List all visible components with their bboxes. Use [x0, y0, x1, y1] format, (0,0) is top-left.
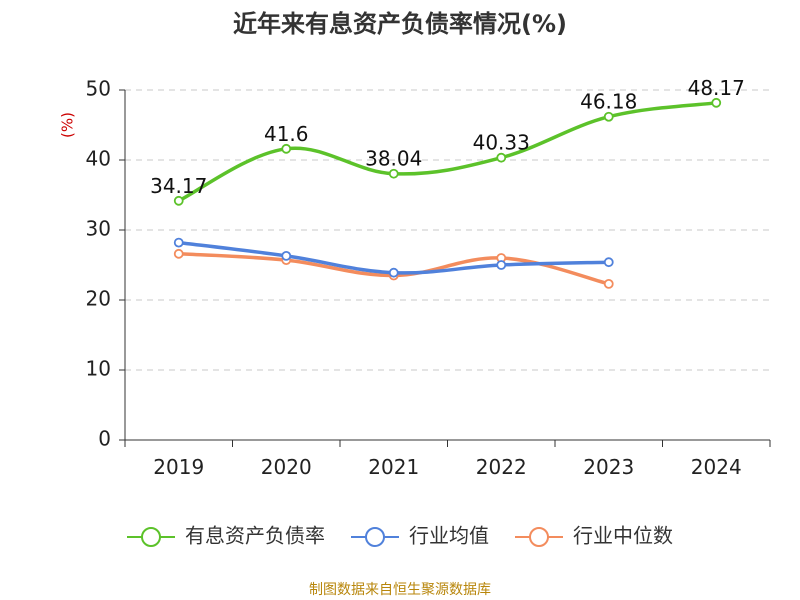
series-group	[173, 97, 722, 289]
x-tick-label: 2021	[368, 455, 419, 479]
data-point	[603, 257, 614, 268]
y-tick-label: 50	[86, 77, 111, 101]
y-tick-label: 20	[86, 287, 111, 311]
data-label: 40.33	[473, 131, 530, 155]
series-1	[173, 237, 614, 278]
data-point	[603, 278, 614, 289]
legend-marker-circle	[529, 527, 549, 547]
data-point	[603, 111, 614, 122]
data-label: 46.18	[580, 90, 637, 114]
data-point	[173, 195, 184, 206]
x-tick-label: 2020	[261, 455, 312, 479]
data-point	[388, 168, 399, 179]
legend-marker-circle	[141, 527, 161, 547]
legend-label: 行业中位数	[573, 524, 673, 548]
legend-label: 有息资产负债率	[185, 524, 325, 548]
chart-title: 近年来有息资产负债率情况(%)	[233, 10, 567, 38]
y-tick-label: 30	[86, 217, 111, 241]
data-point	[496, 260, 507, 270]
x-tick-label: 2022	[476, 455, 527, 479]
x-tick-label: 2019	[153, 455, 204, 479]
legend-item[interactable]: 行业均值	[351, 524, 489, 548]
x-tick-label: 2024	[691, 455, 742, 479]
y-tick-label: 0	[98, 427, 111, 451]
data-point	[496, 152, 507, 163]
data-point	[388, 267, 399, 278]
data-label: 41.6	[264, 122, 309, 146]
data-label: 34.17	[150, 174, 207, 198]
data-point	[173, 237, 184, 248]
data-point	[173, 248, 184, 259]
gridlines	[125, 89, 770, 371]
legend-marker-circle	[365, 527, 385, 547]
legend-item[interactable]: 有息资产负债率	[127, 524, 325, 548]
y-tick-label: 10	[86, 357, 111, 381]
axes: 0 10 20 30 40 50 2019 2020 2021 2022 2023 2024	[86, 77, 771, 479]
data-point	[711, 97, 722, 108]
data-label: 38.04	[365, 147, 422, 171]
source-note: 制图数据来自恒生聚源数据库	[309, 582, 491, 598]
legend: 有息资产负债率 行业均值 行业中位数	[127, 524, 673, 548]
legend-item[interactable]: 行业中位数	[515, 524, 673, 548]
legend-label: 行业均值	[409, 524, 489, 548]
series-line	[177, 101, 717, 203]
y-tick-label: 40	[86, 147, 111, 171]
series-0	[173, 97, 722, 206]
data-label: 48.17	[688, 76, 745, 100]
data-labels: 34.17 41.6 38.04 40.33 46.18 48.17	[150, 76, 745, 198]
x-tick-label: 2023	[583, 455, 634, 479]
data-point	[281, 143, 292, 154]
data-point	[281, 250, 292, 261]
y-unit-label: (%)	[59, 112, 77, 138]
